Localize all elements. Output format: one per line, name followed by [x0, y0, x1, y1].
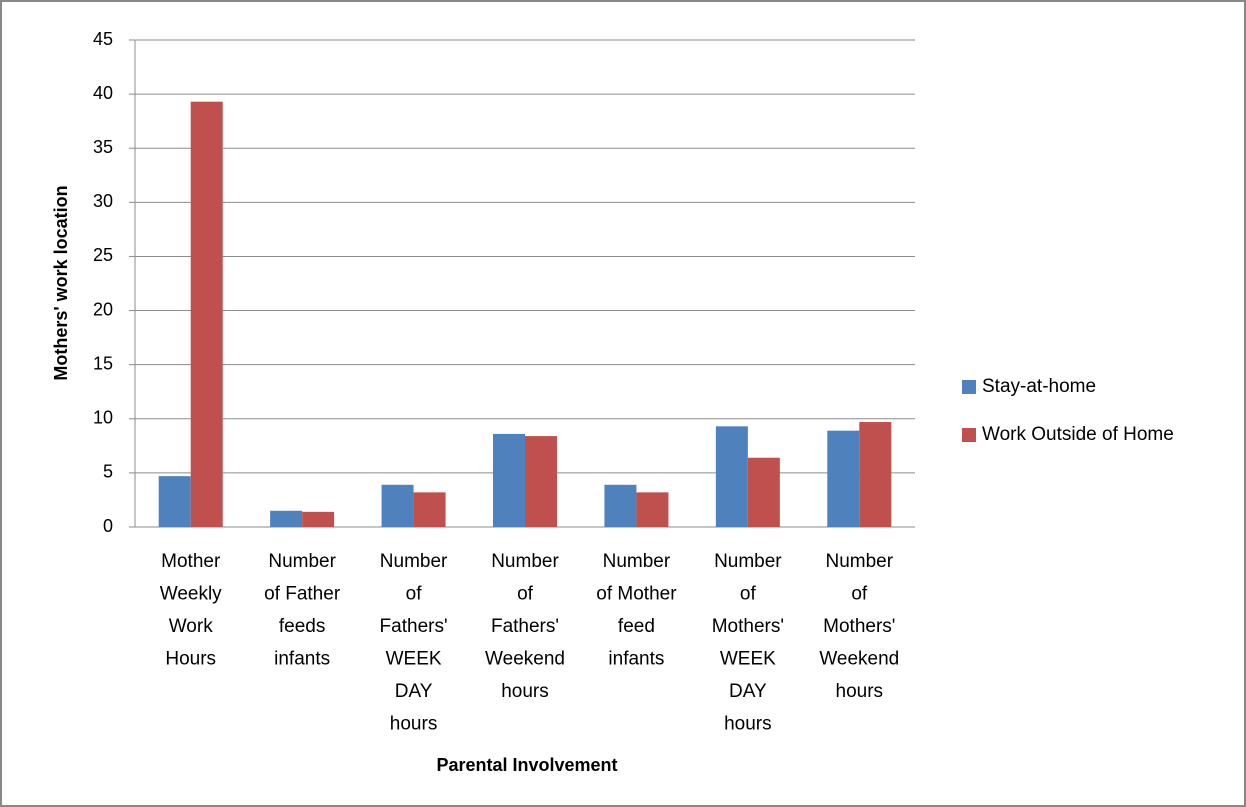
legend-label: Stay-at-home: [982, 376, 1096, 397]
bar: [381, 484, 414, 527]
x-tick-label: Number of Fathers' WEEK DAY hours: [380, 551, 448, 735]
bar: [413, 492, 446, 527]
bar: [493, 433, 525, 527]
bar: [270, 510, 303, 527]
legend-swatch: [962, 380, 976, 394]
y-tick-label: 25: [93, 245, 113, 265]
y-tick-label: 15: [93, 353, 113, 373]
x-tick-label: Number of Father feeds infants: [264, 551, 341, 670]
x-axis-title: Parental Involvement: [436, 755, 617, 775]
x-tick-label: Mother Weekly Work Hours: [160, 551, 222, 670]
x-tick-label: Number of Mother feed infants: [596, 551, 677, 670]
legend-label: Work Outside of Home: [982, 424, 1174, 445]
bar: [604, 484, 637, 527]
x-tick-label: Number of Mothers' WEEK DAY hours: [712, 551, 784, 735]
bar: [302, 511, 335, 527]
bar: [859, 422, 892, 527]
y-tick-label: 40: [93, 83, 113, 103]
y-tick-label: 45: [93, 29, 113, 49]
bar: [636, 492, 669, 527]
y-tick-label: 0: [103, 516, 113, 536]
y-tick-label: 5: [103, 462, 113, 482]
x-tick-label: Number of Fathers' Weekend hours: [485, 551, 565, 702]
bar: [715, 426, 748, 527]
bar: [827, 430, 860, 527]
y-axis-title: Mothers' work location: [51, 185, 71, 380]
legend-swatch: [962, 428, 976, 442]
x-tick-label: Number of Mothers' Weekend hours: [819, 551, 899, 702]
y-tick-label: 35: [93, 137, 113, 157]
y-tick-label: 20: [93, 299, 113, 319]
bar: [747, 457, 780, 527]
bar: [190, 101, 223, 527]
y-tick-label: 10: [93, 408, 113, 428]
bar: [525, 436, 557, 527]
bar: [158, 476, 191, 527]
y-tick-label: 30: [93, 191, 113, 211]
